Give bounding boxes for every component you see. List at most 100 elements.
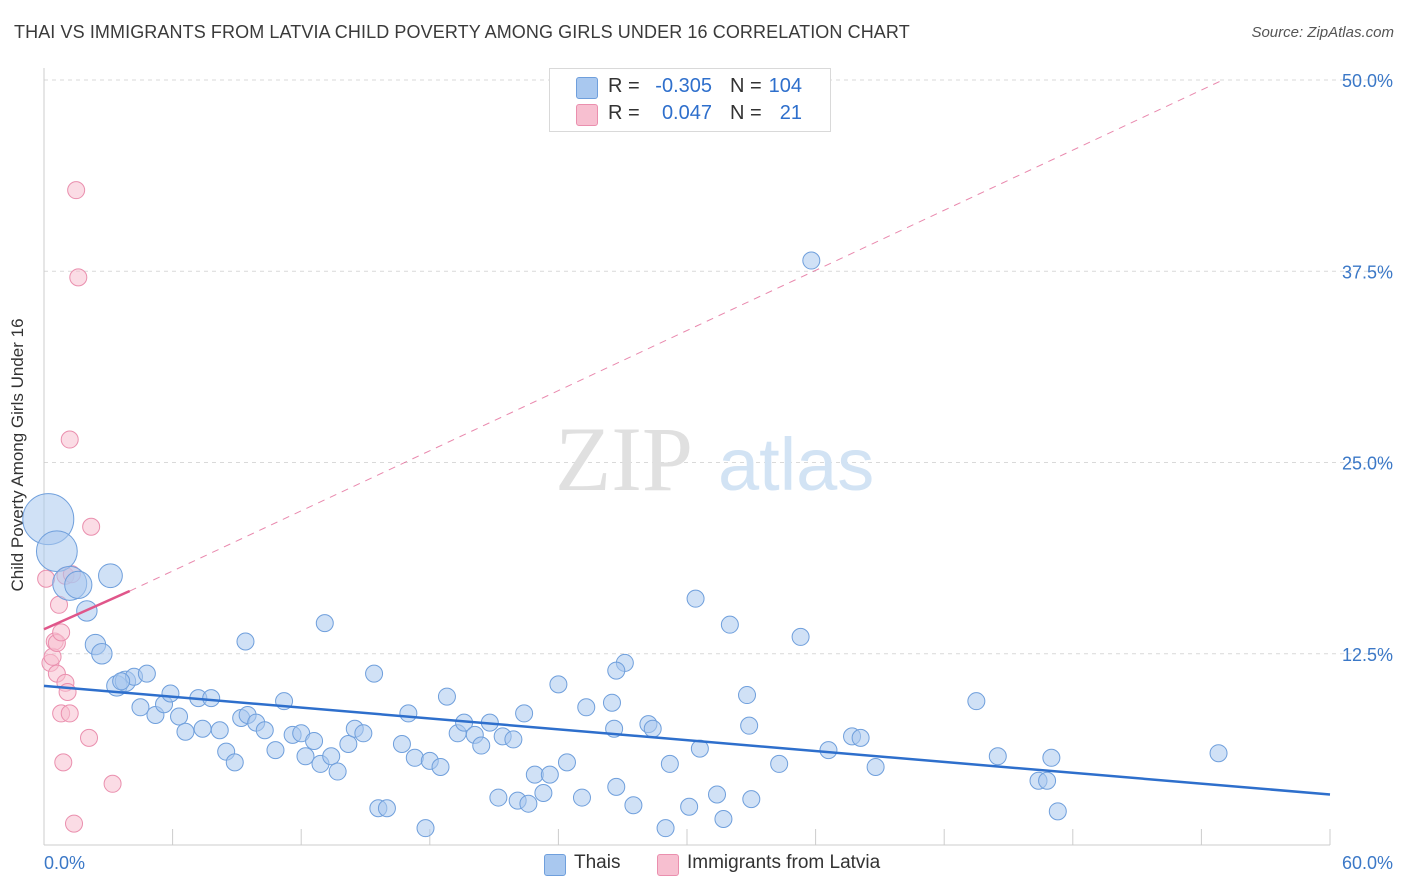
latvia-trend-line (43, 589, 131, 631)
thai-point (770, 754, 789, 773)
r-value: -0.305 (655, 75, 712, 97)
thai-point (161, 684, 180, 703)
thai-point (549, 675, 568, 694)
thai-point (296, 747, 315, 766)
r-label: R = (608, 75, 640, 97)
legend-label-latvia: Immigrants from Latvia (687, 852, 881, 873)
thai-point (504, 730, 523, 749)
thai-point (967, 692, 986, 711)
thai-point (236, 632, 255, 651)
thai-point (210, 721, 229, 740)
thai-point (399, 704, 418, 723)
stats-row-thais: R = -0.305 N = 104 (550, 74, 830, 100)
thai-point (738, 686, 757, 705)
thai-point (686, 589, 705, 608)
thai-point (416, 819, 435, 838)
thai-point (131, 698, 150, 717)
thai-point (540, 765, 559, 784)
thai-point (624, 796, 643, 815)
thai-point (266, 741, 285, 760)
thai-point (720, 615, 739, 634)
y-tick-label: 50.0% (1342, 71, 1393, 91)
y-tick-label: 12.5% (1342, 645, 1393, 665)
latvia-point (52, 623, 71, 642)
thai-point (708, 785, 727, 804)
thai-point (35, 530, 78, 573)
thai-point (98, 563, 123, 589)
gridlines (44, 79, 1392, 655)
latvia-point (60, 430, 79, 449)
thai-point (1209, 744, 1228, 763)
thai-point (866, 757, 885, 776)
latvia-trend-extension (129, 79, 1224, 592)
thai-point (1048, 802, 1067, 821)
latvia-point (58, 683, 77, 701)
thai-point (740, 716, 759, 735)
thai-point (607, 661, 626, 680)
thai-point (305, 731, 324, 750)
tick-labels: 12.5% 25.0% 37.5% 50.0% 0.0% 60.0% (44, 71, 1393, 873)
thai-point (742, 790, 761, 809)
thai-point (577, 698, 596, 717)
thai-point (819, 741, 838, 760)
thai-point (405, 748, 424, 767)
watermark: ZIP atlas (555, 408, 874, 510)
axes (43, 68, 1331, 846)
source-note: Source: ZipAtlas.com (1251, 24, 1394, 41)
stats-row-latvia: R = 0.047 N = 21 (550, 101, 830, 127)
thais-legend-swatch (544, 854, 566, 876)
thai-point (91, 643, 113, 665)
thai-point (377, 799, 396, 818)
thai-point (112, 672, 131, 691)
chart-title: THAI VS IMMIGRANTS FROM LATVIA CHILD POV… (14, 22, 910, 42)
x-tick-label: 0.0% (44, 853, 85, 873)
thai-point (437, 687, 456, 706)
thai-point (534, 783, 553, 802)
legend: Thais Immigrants from Latvia (0, 852, 1406, 878)
latvia-point (80, 728, 99, 747)
trend-lines (43, 79, 1331, 796)
latvia-point (67, 181, 86, 200)
latvia-point (69, 268, 88, 287)
thai-point (193, 719, 212, 738)
y-tick-label: 37.5% (1342, 262, 1393, 282)
thai-point (680, 797, 699, 816)
r-label: R = (608, 102, 640, 124)
thai-point (519, 794, 538, 813)
thai-point (602, 693, 621, 712)
thai-point (339, 735, 358, 754)
thai-point (1038, 771, 1057, 790)
thai-point (392, 735, 411, 754)
thai-point (176, 722, 195, 741)
thai-points (22, 251, 1228, 838)
thai-point (988, 747, 1007, 766)
latvia-legend-swatch (657, 854, 679, 876)
thai-point (660, 754, 679, 773)
n-value: 104 (768, 75, 802, 97)
thai-point (315, 614, 334, 633)
thai-point (714, 809, 733, 828)
thai-point (431, 757, 450, 776)
watermark-zip: ZIP (555, 408, 693, 510)
y-tick-label: 25.0% (1342, 454, 1393, 474)
watermark-atlas: atlas (718, 423, 874, 506)
thai-point (322, 747, 341, 766)
thai-point (255, 721, 274, 740)
thais-swatch (576, 77, 598, 99)
thai-point (472, 736, 491, 755)
thai-point (328, 762, 347, 781)
thai-point (1042, 748, 1061, 767)
latvia-point (54, 753, 73, 772)
thai-point (137, 664, 156, 683)
thai-point (225, 753, 244, 772)
latvia-point (65, 814, 84, 833)
r-value: 0.047 (661, 102, 712, 124)
thai-point (572, 788, 591, 807)
thai-point (525, 765, 544, 784)
thai-point (489, 788, 508, 807)
legend-label-thais: Thais (574, 852, 621, 873)
thai-point (202, 689, 221, 708)
n-label: N = (730, 102, 762, 124)
latvia-point (103, 774, 122, 793)
